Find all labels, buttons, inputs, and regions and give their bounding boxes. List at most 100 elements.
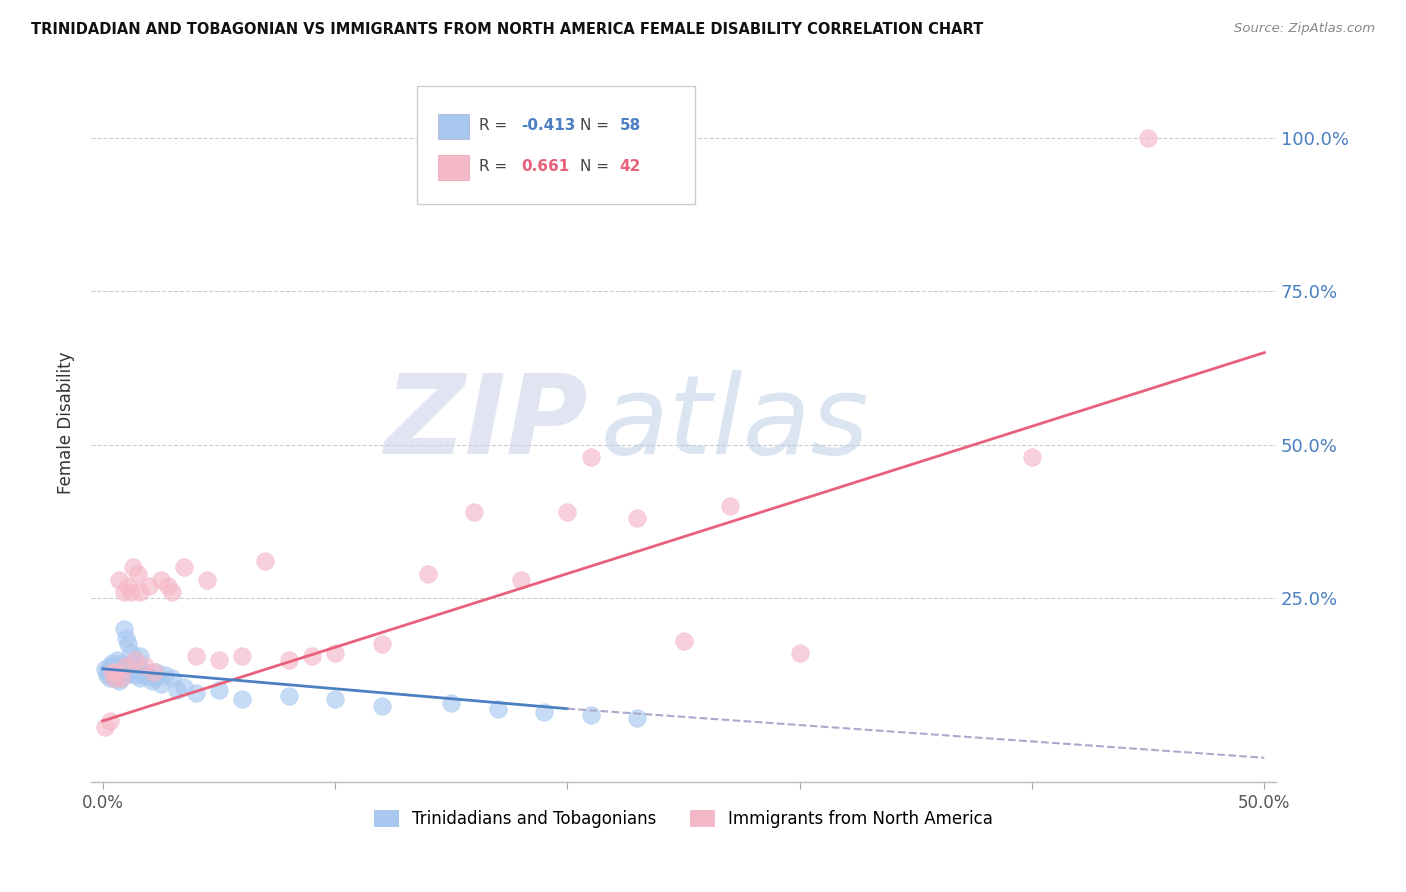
Point — [145, 665, 167, 679]
Legend: Trinidadians and Tobagonians, Immigrants from North America: Trinidadians and Tobagonians, Immigrants… — [367, 804, 1000, 835]
Point — [108, 573, 131, 587]
Point — [370, 637, 392, 651]
Point — [1137, 130, 1160, 145]
Point — [120, 647, 142, 661]
Point — [110, 671, 132, 685]
Point — [115, 658, 138, 673]
Point — [94, 662, 117, 676]
Point — [416, 566, 439, 581]
Text: R =: R = — [478, 118, 512, 133]
FancyBboxPatch shape — [418, 86, 696, 204]
Point — [1021, 450, 1043, 464]
Text: 58: 58 — [620, 118, 641, 133]
Point — [120, 585, 142, 599]
Point — [155, 668, 177, 682]
Point — [142, 671, 165, 685]
Point — [103, 665, 125, 679]
Point — [105, 665, 128, 679]
Point — [96, 668, 118, 682]
Point — [208, 652, 231, 666]
Point — [110, 671, 132, 685]
Text: ZIP: ZIP — [385, 369, 589, 476]
Point — [127, 665, 149, 679]
Point — [117, 637, 139, 651]
Text: atlas: atlas — [600, 369, 869, 476]
Point — [127, 658, 149, 673]
Point — [110, 665, 132, 679]
Point — [103, 671, 125, 685]
Text: R =: R = — [478, 159, 512, 174]
Text: N =: N = — [581, 118, 614, 133]
Point — [129, 649, 152, 664]
Point — [101, 662, 124, 676]
Point — [98, 671, 121, 685]
Point — [105, 652, 128, 666]
Point — [112, 622, 135, 636]
Text: Source: ZipAtlas.com: Source: ZipAtlas.com — [1234, 22, 1375, 36]
Point — [108, 674, 131, 689]
Point — [162, 585, 184, 599]
Point — [277, 652, 299, 666]
Point — [124, 652, 146, 666]
Point — [98, 714, 121, 728]
FancyBboxPatch shape — [439, 114, 470, 139]
Point — [173, 560, 195, 574]
Point — [117, 579, 139, 593]
Point — [127, 566, 149, 581]
Point — [142, 665, 165, 679]
Point — [184, 686, 207, 700]
Point — [124, 668, 146, 682]
Point — [254, 554, 277, 568]
Point — [94, 720, 117, 734]
Point — [195, 573, 218, 587]
Point — [138, 668, 160, 682]
Point — [323, 647, 346, 661]
Point — [149, 677, 172, 691]
Point — [112, 662, 135, 676]
FancyBboxPatch shape — [439, 155, 470, 180]
Point — [440, 696, 463, 710]
Point — [98, 658, 121, 673]
Point — [115, 631, 138, 645]
Text: 0.661: 0.661 — [522, 159, 569, 174]
Point — [122, 560, 145, 574]
Point — [510, 573, 533, 587]
Point — [463, 505, 485, 519]
Point — [105, 662, 128, 676]
Point — [672, 634, 695, 648]
Point — [129, 671, 152, 685]
Point — [101, 665, 124, 679]
Point — [101, 656, 124, 670]
Point — [579, 450, 602, 464]
Text: TRINIDADIAN AND TOBAGONIAN VS IMMIGRANTS FROM NORTH AMERICA FEMALE DISABILITY CO: TRINIDADIAN AND TOBAGONIAN VS IMMIGRANTS… — [31, 22, 983, 37]
Y-axis label: Female Disability: Female Disability — [58, 352, 75, 494]
Point — [96, 665, 118, 679]
Point — [370, 698, 392, 713]
Point — [557, 505, 579, 519]
Point — [101, 668, 124, 682]
Point — [108, 668, 131, 682]
Point — [208, 683, 231, 698]
Point — [626, 511, 648, 525]
Point — [115, 668, 138, 682]
Point — [110, 656, 132, 670]
Point — [533, 705, 555, 719]
Point — [277, 690, 299, 704]
Point — [626, 711, 648, 725]
Text: 42: 42 — [620, 159, 641, 174]
Point — [135, 668, 157, 682]
Point — [301, 649, 323, 664]
Point — [98, 665, 121, 679]
Point — [166, 683, 188, 698]
Point — [789, 647, 811, 661]
Point — [162, 671, 184, 685]
Point — [579, 707, 602, 722]
Point — [129, 585, 152, 599]
Point — [122, 662, 145, 676]
Point — [184, 649, 207, 664]
Point — [117, 665, 139, 679]
Text: N =: N = — [581, 159, 614, 174]
Point — [231, 692, 253, 706]
Point — [141, 674, 163, 689]
Point — [156, 579, 179, 593]
